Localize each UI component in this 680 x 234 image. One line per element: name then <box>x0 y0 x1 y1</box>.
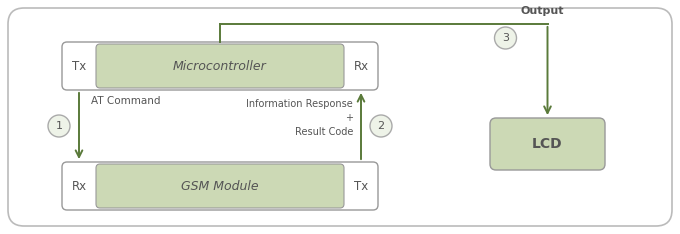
FancyBboxPatch shape <box>62 42 378 90</box>
Text: Information Response
+
Result Code: Information Response + Result Code <box>246 99 353 137</box>
Text: 2: 2 <box>377 121 385 131</box>
FancyBboxPatch shape <box>62 162 378 210</box>
FancyBboxPatch shape <box>490 118 605 170</box>
FancyBboxPatch shape <box>8 8 672 226</box>
Text: GSM Module: GSM Module <box>181 179 259 193</box>
Text: Tx: Tx <box>354 179 368 193</box>
Text: Output: Output <box>521 6 564 16</box>
FancyBboxPatch shape <box>96 164 344 208</box>
Text: Microcontroller: Microcontroller <box>173 59 267 73</box>
Circle shape <box>370 115 392 137</box>
FancyBboxPatch shape <box>96 44 344 88</box>
Text: AT Command: AT Command <box>91 96 160 106</box>
Text: 3: 3 <box>502 33 509 43</box>
Text: LCD: LCD <box>532 137 563 151</box>
Text: Rx: Rx <box>354 59 369 73</box>
Text: 1: 1 <box>56 121 63 131</box>
Text: Rx: Rx <box>71 179 86 193</box>
Circle shape <box>48 115 70 137</box>
Circle shape <box>494 27 517 49</box>
Text: Tx: Tx <box>72 59 86 73</box>
